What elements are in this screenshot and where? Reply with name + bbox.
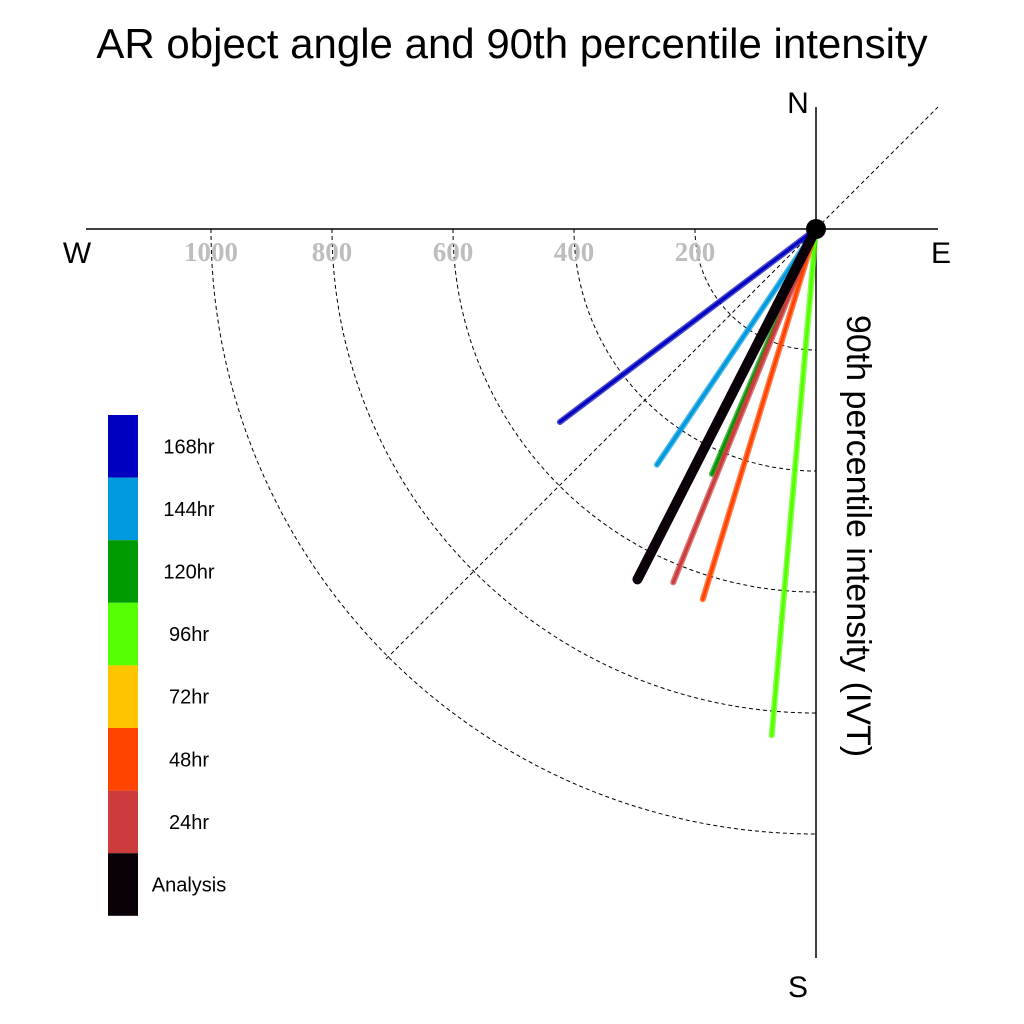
legend-label: 24hr [169,812,209,834]
east-label: E [931,237,951,270]
grid-arc [452,228,817,593]
series-line-144hr [655,227,818,467]
origin-dot [806,219,826,239]
radial-tick-labels: 200 400 600 800 1000 [184,237,715,267]
legend-swatch [108,665,138,728]
chart-title: AR object angle and 90th percentile inte… [96,20,927,67]
grid-arc [694,228,817,351]
legend-swatch [108,540,138,603]
legend-label: 48hr [169,749,209,771]
north-label: N [787,87,809,120]
grid-arc [331,228,817,714]
legend-swatch [108,790,138,854]
radial-tick-label: 1000 [184,237,238,267]
legend-label: 120hr [163,562,214,584]
series-line-48hr [701,227,818,601]
radial-tick-label: 400 [554,237,595,267]
series-line-analysis [632,224,821,585]
legend-label: 144hr [163,499,214,521]
series-line-168hr [558,227,818,424]
legend-label: 72hr [169,687,209,709]
radial-tick-label: 800 [312,237,353,267]
series-line-24hr [671,227,818,584]
grid-arc [210,228,817,835]
west-label: W [63,237,92,270]
radial-tick-label: 200 [675,237,716,267]
series-line-96hr [770,227,818,737]
legend-swatch [108,853,138,916]
y-axis-label: 90th percentile intensity (IVT) [839,315,877,757]
legend-swatch [108,415,138,478]
legend-swatch [108,477,138,541]
series-lines [556,224,821,739]
radial-tick-label: 600 [433,237,474,267]
south-label: S [788,971,808,1004]
legend-label: 168hr [163,436,214,458]
legend: 168hr 144hr 120hr 96hr 72hr 48hr 24hr Analysis [108,415,226,916]
legend-label: 96hr [169,624,209,646]
legend-swatch [108,602,138,666]
legend-label: Analysis [152,875,226,897]
legend-swatch [108,728,138,791]
